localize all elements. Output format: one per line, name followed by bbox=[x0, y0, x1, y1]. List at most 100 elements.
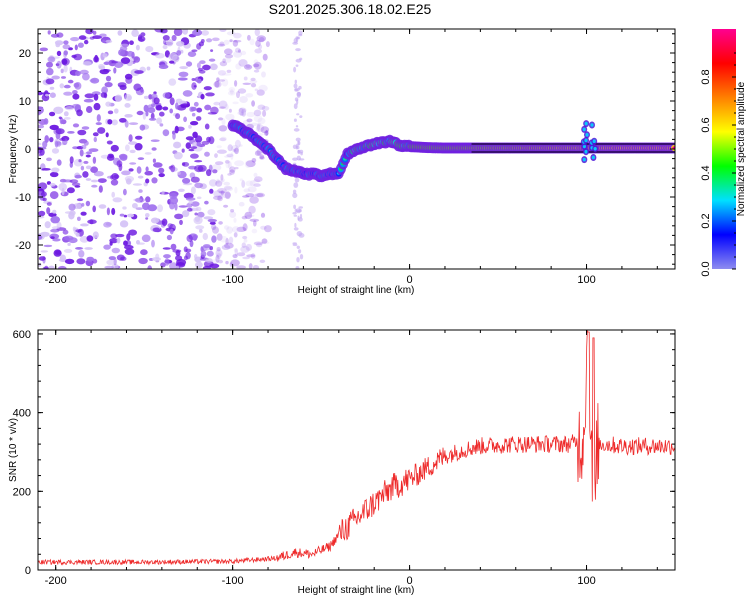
y-tick-label: -10 bbox=[15, 192, 31, 204]
noise-blob bbox=[212, 169, 218, 174]
noise-blob bbox=[200, 39, 205, 43]
noise-blob bbox=[138, 257, 148, 265]
noise-blob bbox=[257, 123, 262, 126]
noise-blob bbox=[164, 258, 170, 266]
noise-blob bbox=[230, 209, 235, 213]
noise-blob bbox=[93, 93, 99, 101]
noise-blob bbox=[191, 112, 196, 117]
noise-blob bbox=[182, 162, 190, 167]
noise-blob bbox=[82, 61, 92, 66]
noise-blob bbox=[218, 221, 223, 225]
noise-blob bbox=[75, 229, 82, 233]
noise-blob bbox=[68, 203, 76, 211]
noise-blob bbox=[76, 258, 86, 265]
noise-blob bbox=[49, 111, 56, 117]
noise-blob bbox=[181, 148, 185, 153]
noise-blob bbox=[196, 141, 202, 147]
noise-blob bbox=[115, 233, 125, 238]
noise-blob bbox=[116, 237, 121, 244]
noise-blob bbox=[46, 207, 51, 215]
noise-blob bbox=[188, 200, 193, 205]
noise-blob bbox=[140, 249, 148, 256]
noise-blob bbox=[162, 92, 171, 99]
noise-blob bbox=[202, 265, 211, 269]
noise-blob bbox=[47, 30, 51, 35]
noise-blob bbox=[59, 254, 66, 262]
noise-blob bbox=[264, 225, 272, 233]
noise-blob bbox=[81, 144, 87, 150]
noise-blob bbox=[254, 150, 261, 156]
noise-blob bbox=[197, 211, 205, 218]
noise-blob bbox=[223, 185, 233, 190]
noise-blob bbox=[113, 258, 117, 266]
noise-blob bbox=[225, 113, 235, 121]
noise-blob bbox=[39, 231, 50, 237]
noise-blob bbox=[128, 122, 139, 125]
noise-blob bbox=[101, 86, 108, 94]
noise-blob bbox=[239, 178, 244, 182]
noise-blob bbox=[124, 120, 129, 128]
y-tick-label: 400 bbox=[13, 408, 31, 420]
noise-blob bbox=[217, 195, 223, 202]
noise-blob bbox=[238, 49, 241, 53]
noise-blob bbox=[204, 151, 210, 157]
noise-blob bbox=[98, 65, 106, 70]
heatmap-content bbox=[38, 29, 675, 269]
noise-blob bbox=[261, 106, 270, 111]
noise-blob bbox=[77, 129, 87, 136]
noise-blob bbox=[58, 116, 62, 120]
noise-blob bbox=[232, 226, 240, 233]
colorbar-ticks: 0.0 0.2 0.4 0.6 0.8 bbox=[700, 52, 736, 277]
noise-blob bbox=[216, 253, 222, 259]
noise-blob bbox=[155, 52, 165, 59]
y-tick-label: 200 bbox=[13, 486, 31, 498]
noise-blob bbox=[229, 166, 236, 173]
noise-blob bbox=[238, 144, 243, 147]
noise-blob bbox=[218, 125, 228, 132]
noise-blob bbox=[227, 144, 233, 152]
noise-blob bbox=[252, 179, 261, 183]
noise-blob bbox=[242, 119, 251, 126]
noise-blob bbox=[145, 213, 150, 218]
noise-blob bbox=[251, 158, 257, 163]
noise-blob bbox=[219, 41, 225, 46]
noise-blob bbox=[110, 144, 119, 152]
noise-blob bbox=[207, 209, 216, 216]
x-tick-label: 100 bbox=[577, 575, 595, 587]
noise-blob bbox=[296, 155, 301, 161]
noise-blob bbox=[95, 122, 102, 126]
noise-blob bbox=[134, 143, 143, 151]
noise-blob bbox=[92, 30, 97, 35]
noise-blob bbox=[185, 142, 191, 150]
noise-blob bbox=[145, 196, 151, 203]
noise-blob bbox=[106, 154, 115, 161]
noise-blob bbox=[40, 191, 47, 197]
noise-blob bbox=[92, 35, 102, 39]
noise-blob bbox=[75, 247, 83, 250]
noise-blob bbox=[128, 229, 138, 236]
noise-blob bbox=[56, 60, 62, 69]
noise-blob bbox=[50, 216, 60, 224]
noise-blob bbox=[182, 29, 189, 35]
noise-blob bbox=[228, 236, 234, 244]
noise-blob bbox=[91, 184, 98, 188]
noise-blob bbox=[80, 211, 87, 216]
noise-blob bbox=[236, 226, 247, 232]
noise-blob bbox=[114, 94, 123, 103]
noise-blob bbox=[221, 118, 226, 126]
noise-blob bbox=[73, 82, 80, 88]
noise-blob bbox=[229, 262, 233, 267]
noise-blob bbox=[201, 30, 210, 36]
noise-blob bbox=[196, 116, 202, 121]
noise-blob bbox=[72, 226, 76, 232]
noise-blob bbox=[173, 152, 183, 160]
noise-blob bbox=[106, 259, 115, 265]
noise-blob bbox=[256, 35, 266, 42]
noise-blob bbox=[194, 165, 204, 173]
noise-blob bbox=[192, 29, 203, 36]
noise-blob bbox=[177, 77, 188, 81]
noise-blob bbox=[196, 196, 202, 200]
noise-blob bbox=[292, 192, 298, 199]
noise-blob bbox=[225, 237, 229, 246]
noise-blob bbox=[38, 256, 46, 261]
